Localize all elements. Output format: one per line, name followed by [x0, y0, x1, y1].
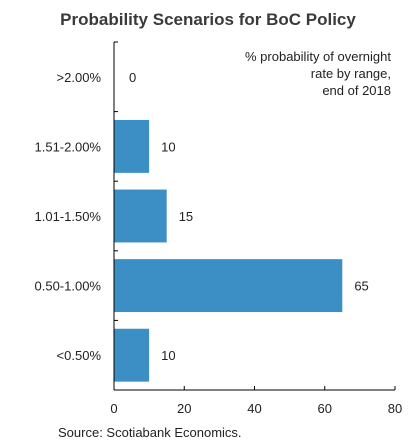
- chart-annotation-line-1: % probability of overnight: [245, 49, 391, 64]
- chart-source: Source: Scotiabank Economics.: [58, 425, 242, 440]
- data-label: 0: [129, 70, 136, 85]
- chart-title: Probability Scenarios for BoC Policy: [60, 10, 356, 29]
- x-tick-label: 40: [247, 401, 261, 416]
- category-label: 1.01-1.50%: [35, 209, 102, 224]
- x-tick-label: 80: [388, 401, 402, 416]
- data-label: 65: [354, 279, 368, 294]
- bar: [114, 189, 167, 243]
- category-label: <0.50%: [57, 348, 102, 363]
- plot-area: >2.00% 0 1.51-2.00% 10 1.01-1.50% 15 0.50-1.00…: [35, 41, 402, 416]
- x-tick-label: 60: [318, 401, 332, 416]
- data-label: 10: [161, 348, 175, 363]
- bar: [114, 259, 343, 313]
- x-tick-label: 20: [177, 401, 191, 416]
- chart-annotation-line-3: end of 2018: [322, 83, 391, 98]
- category-label: 1.51-2.00%: [35, 139, 102, 154]
- x-tick-label: 0: [110, 401, 117, 416]
- data-label: 15: [179, 209, 193, 224]
- bar: [114, 119, 150, 173]
- category-label: 0.50-1.00%: [35, 279, 102, 294]
- category-label: >2.00%: [57, 70, 102, 85]
- chart-annotation-line-2: rate by range,: [311, 66, 391, 81]
- data-label: 10: [161, 139, 175, 154]
- bar: [114, 328, 150, 382]
